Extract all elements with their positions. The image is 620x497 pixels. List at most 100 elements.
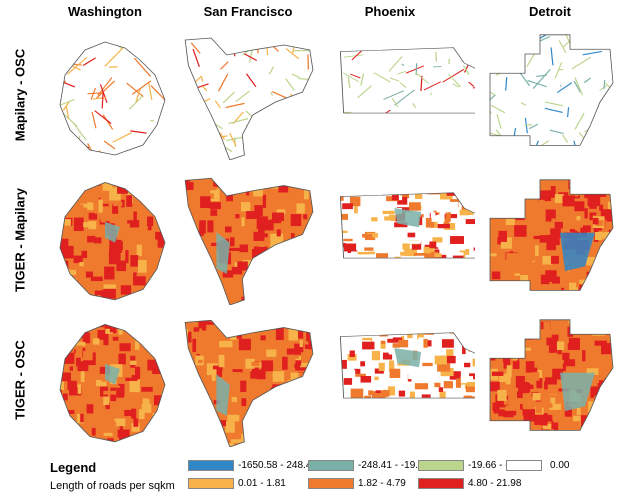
density-cell [278,268,291,279]
road-segment [104,46,125,67]
density-cell [206,186,217,191]
legend-label-1: -1650.58 - 248.42- [238,460,321,471]
density-cell [347,245,352,254]
density-cell [163,198,165,207]
density-cell [563,359,576,367]
density-cell [181,433,185,438]
density-cell [47,338,56,345]
density-cell [354,373,366,377]
density-cell [431,347,444,356]
road-segment [232,48,236,57]
density-cell [112,204,119,214]
density-cell [51,246,58,257]
road-segment [135,88,141,103]
density-cell [536,378,543,389]
density-cell [603,184,611,188]
density-cell [506,253,520,265]
road-segment [45,95,47,105]
density-cell [185,405,193,415]
density-cell [593,422,602,430]
legend-swatch-7 [418,478,464,489]
density-cell [301,403,309,407]
road-segment [340,70,343,81]
density-cell [116,387,125,398]
road-segment [169,133,175,145]
density-cell [257,384,271,396]
density-cell [306,442,313,447]
density-cell [109,239,122,250]
road-segment [492,58,510,62]
density-cell [461,275,470,280]
density-cell [503,358,507,369]
density-cell [520,404,524,410]
density-cell [269,219,282,224]
density-cell [467,223,475,233]
density-cell [513,191,523,198]
density-cell [361,259,370,267]
road-segment [490,84,496,96]
density-cell [531,327,540,332]
density-cell [125,250,129,264]
density-cell [216,366,223,377]
density-cell [580,415,588,427]
road-segment [351,50,363,61]
road-segment [526,53,536,67]
density-cell [125,377,138,381]
density-cell [540,403,553,408]
density-cell [463,369,473,378]
density-cell [371,241,383,249]
density-cell [554,439,567,440]
density-cell [603,231,610,240]
density-cell [231,266,243,275]
road-segment [262,38,279,52]
density-cell [503,283,516,288]
density-cell [497,204,503,213]
density-cell [408,202,421,211]
density-cell [470,271,475,273]
density-cell [60,277,67,291]
density-cell [515,212,525,221]
density-cell [119,343,131,352]
road-segment [52,34,56,52]
density-cell [49,231,53,242]
density-cell [151,345,155,356]
legend-label-5: 0.01 - 1.81 [238,478,286,489]
density-cell [607,201,613,210]
density-cell [185,376,195,390]
road-segment [605,83,613,100]
density-cell [532,222,543,226]
city-boundary [184,37,314,160]
density-cell [278,180,289,193]
road-segment [448,74,462,88]
density-cell [601,272,612,283]
road-segment [228,118,249,125]
density-cell [465,219,475,225]
road-segment [389,77,400,82]
density-cell [608,395,613,401]
density-cell [472,358,475,367]
city-boundary [489,319,614,431]
density-cell [510,335,518,341]
density-cell [586,271,595,283]
density-cell [451,275,463,279]
density-cell [280,394,286,405]
density-cell [349,350,355,357]
road-segment [426,120,439,124]
density-cell [169,442,175,447]
density-cell [551,292,557,300]
density-cell [373,401,383,407]
density-cell [366,232,378,238]
density-cell [130,395,136,400]
density-cell [502,351,511,363]
density-cell [208,431,214,443]
density-cell [308,289,313,295]
density-cell [459,209,470,216]
density-cell [62,352,75,364]
density-cell [374,376,379,381]
density-cell [117,429,130,440]
density-cell [574,201,585,212]
density-cell [127,220,140,228]
map-detroit-tiger-mapilary [485,175,615,300]
density-cell [282,179,296,184]
density-cell [153,395,165,406]
